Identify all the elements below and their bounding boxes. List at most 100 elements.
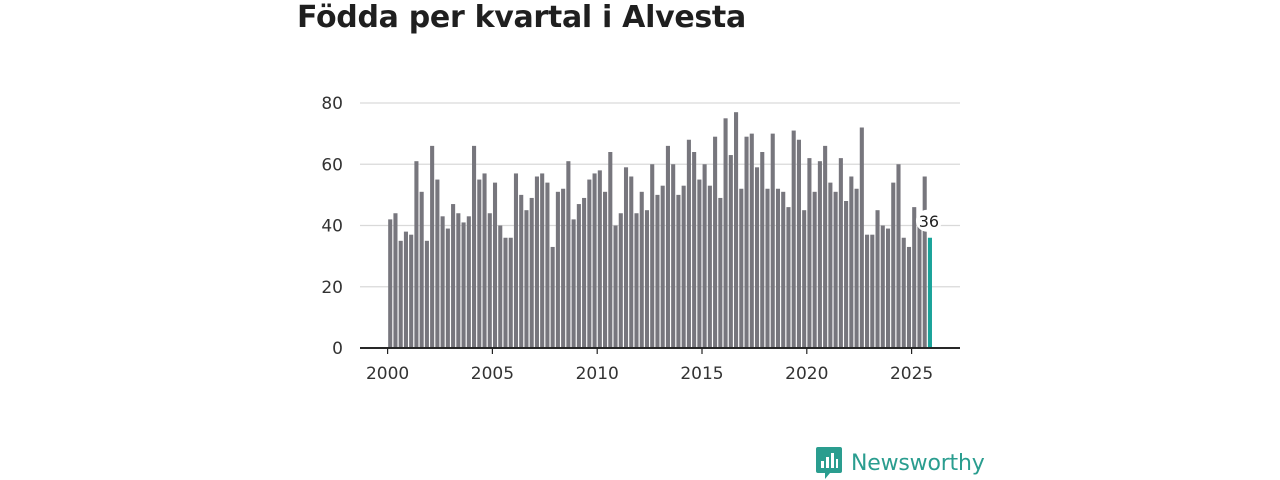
bar (519, 194, 524, 348)
bar (760, 152, 765, 348)
bar (597, 170, 602, 348)
data-label-bg (915, 209, 942, 232)
bar (540, 173, 545, 348)
bar (875, 210, 880, 348)
bar (472, 145, 477, 348)
bar (665, 145, 670, 348)
bar (854, 188, 859, 348)
bar (529, 197, 534, 348)
bar (849, 176, 854, 348)
bar (587, 179, 592, 348)
bar (477, 179, 482, 348)
bar (859, 127, 864, 348)
bar (419, 191, 424, 348)
bar (582, 197, 587, 348)
bar (692, 152, 697, 348)
bar (718, 197, 723, 348)
bar (713, 136, 718, 348)
bar (901, 237, 906, 348)
bars (388, 112, 932, 348)
bar (414, 161, 419, 348)
newsworthy-logo: Newsworthy (815, 446, 985, 480)
bar (650, 164, 655, 348)
bar (435, 179, 440, 348)
brand-name: Newsworthy (851, 450, 985, 476)
bar (561, 188, 566, 348)
bar (524, 210, 529, 348)
bar (513, 173, 519, 348)
bar (749, 133, 754, 348)
bar (430, 145, 435, 348)
bar (440, 216, 445, 348)
bar (912, 207, 917, 348)
bar (461, 222, 466, 348)
bar (896, 164, 901, 348)
bar (498, 225, 503, 348)
bar (833, 191, 838, 348)
bar (817, 161, 822, 348)
bar (545, 182, 550, 348)
gridlines (360, 102, 960, 288)
y-tick-label: 0 (332, 339, 343, 359)
bar (445, 228, 450, 348)
bar (891, 182, 896, 348)
bar (802, 210, 807, 348)
bar (634, 213, 639, 348)
bar (388, 219, 393, 348)
bar (603, 191, 608, 348)
bar (828, 182, 833, 348)
bar (765, 188, 770, 348)
bar (707, 185, 712, 348)
bar (865, 234, 870, 348)
newsworthy-logo-icon (816, 447, 842, 479)
bar (807, 158, 812, 348)
bar (734, 112, 739, 348)
bar (917, 225, 922, 348)
data-labels: 36 (915, 209, 942, 232)
bar (492, 182, 498, 348)
bar (482, 173, 487, 348)
bar (534, 176, 539, 348)
bar (754, 167, 760, 348)
y-tick-label: 60 (321, 155, 343, 175)
bar (880, 225, 885, 348)
bar (613, 225, 618, 348)
bar (550, 246, 555, 348)
bar (697, 179, 702, 348)
bar (566, 161, 571, 348)
x-tick-label: 2025 (890, 364, 933, 384)
bar (702, 164, 707, 348)
data-label: 36 (919, 212, 939, 231)
bar (508, 237, 513, 348)
bar (555, 191, 560, 348)
bar (870, 234, 875, 348)
bar (576, 204, 581, 348)
bar (639, 191, 644, 348)
bar (466, 216, 471, 348)
bar (786, 207, 791, 348)
bar (623, 167, 629, 348)
x-tick-label: 2020 (785, 364, 828, 384)
bar (451, 204, 456, 348)
bar (812, 191, 817, 348)
bar (906, 246, 912, 348)
y-tick-label: 20 (321, 278, 343, 298)
bar (644, 210, 650, 348)
x-tick-label: 2000 (366, 364, 409, 384)
bar (838, 158, 843, 348)
bar (728, 155, 733, 348)
bar (927, 237, 932, 348)
bar (781, 191, 786, 348)
bar (618, 213, 623, 348)
bar (398, 240, 403, 348)
bar (681, 185, 686, 348)
bar (629, 176, 634, 348)
bar (487, 213, 492, 348)
bar (503, 237, 508, 348)
bar (671, 164, 676, 348)
bar (686, 139, 691, 348)
bar (922, 176, 927, 348)
bar (592, 173, 597, 348)
bar (393, 213, 398, 348)
bar (409, 234, 414, 348)
